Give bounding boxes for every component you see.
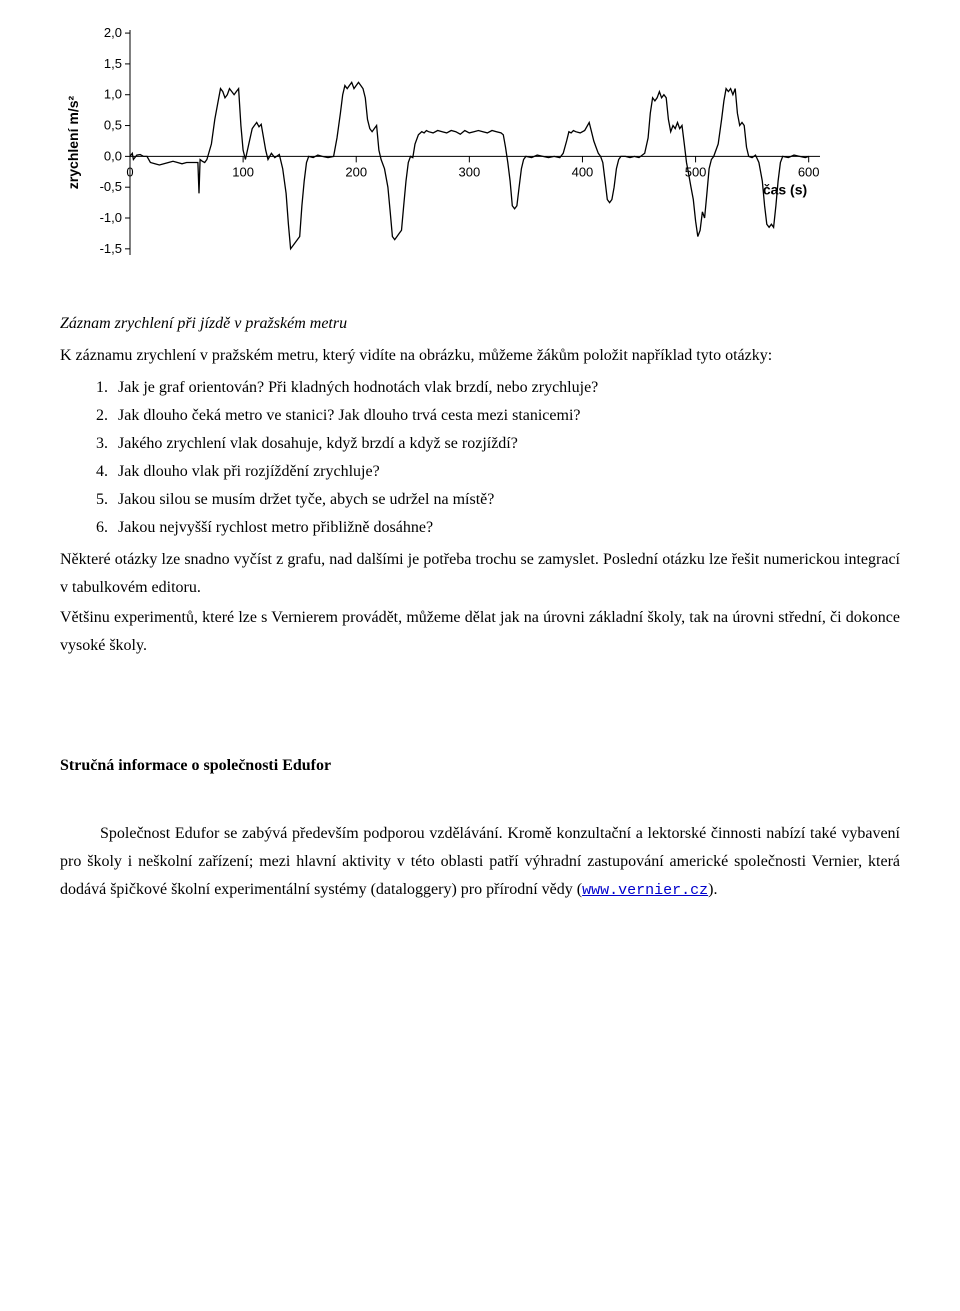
acceleration-chart: -1,5 -1,0 -0,5 0,0 0,5 1,0 1,5 2,0 0 100 200 300 400… (60, 20, 900, 290)
svg-text:300: 300 (458, 164, 480, 179)
section-heading: Stručná informace o společnosti Edufor (60, 752, 900, 780)
questions-list: Jak je graf orientován? Při kladných hod… (60, 374, 900, 542)
svg-text:čas (s): čas (s) (763, 181, 807, 197)
svg-text:zrychlení m/s²: zrychlení m/s² (65, 95, 81, 189)
svg-text:-0,5: -0,5 (100, 179, 122, 194)
question-item: Jak dlouho čeká metro ve stanici? Jak dl… (112, 402, 900, 430)
company-text-a: Společnost Edufor se zabývá především po… (60, 825, 900, 898)
svg-text:1,5: 1,5 (104, 56, 122, 71)
svg-text:200: 200 (345, 164, 367, 179)
page-title: Záznam zrychlení při jízdě v pražském me… (60, 310, 900, 338)
svg-text:1,0: 1,0 (104, 87, 122, 102)
svg-text:0,5: 0,5 (104, 118, 122, 133)
question-item: Jakou silou se musím držet tyče, abych s… (112, 486, 900, 514)
body-paragraph-2: Většinu experimentů, které lze s Vernier… (60, 604, 900, 660)
svg-text:-1,0: -1,0 (100, 210, 122, 225)
svg-text:-1,5: -1,5 (100, 241, 122, 256)
chart-svg: -1,5 -1,0 -0,5 0,0 0,5 1,0 1,5 2,0 0 100 200 300 400… (60, 20, 840, 290)
svg-text:400: 400 (572, 164, 594, 179)
svg-text:600: 600 (798, 164, 820, 179)
question-item: Jakého zrychlení vlak dosahuje, když brz… (112, 430, 900, 458)
svg-text:2,0: 2,0 (104, 25, 122, 40)
svg-text:100: 100 (232, 164, 254, 179)
svg-text:0: 0 (126, 164, 133, 179)
question-item: Jakou nejvyšší rychlost metro přibližně … (112, 514, 900, 542)
company-text-b: ). (708, 881, 717, 898)
lead-paragraph: K záznamu zrychlení v pražském metru, kt… (60, 342, 900, 370)
svg-text:0,0: 0,0 (104, 148, 122, 163)
question-item: Jak dlouho vlak při rozjíždění zrychluje… (112, 458, 900, 486)
body-paragraph-1: Některé otázky lze snadno vyčíst z grafu… (60, 546, 900, 602)
question-item: Jak je graf orientován? Při kladných hod… (112, 374, 900, 402)
vernier-link[interactable]: www.vernier.cz (582, 882, 708, 899)
company-paragraph: Společnost Edufor se zabývá především po… (60, 820, 900, 904)
